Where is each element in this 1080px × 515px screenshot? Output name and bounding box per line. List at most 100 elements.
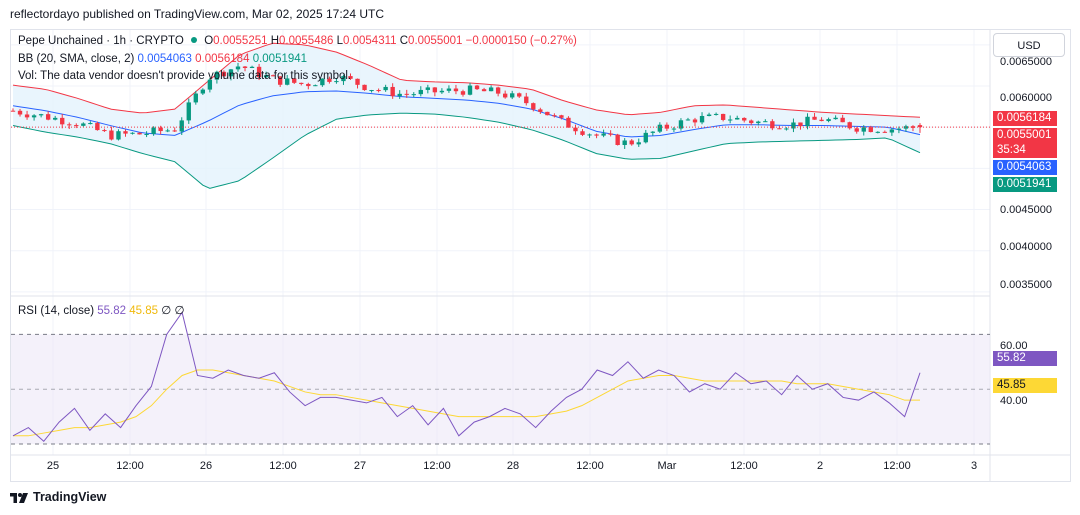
candle-body — [861, 127, 866, 132]
candle-body — [580, 131, 585, 135]
volume-legend[interactable]: Vol: The data vendor doesn't provide vol… — [18, 70, 351, 82]
candle-body — [313, 85, 318, 87]
candle-body — [664, 124, 670, 129]
candle-body — [53, 117, 58, 120]
time-tick: 12:00 — [116, 460, 144, 472]
candle-body — [397, 93, 402, 97]
candle-body — [45, 114, 51, 120]
candle-body — [474, 85, 480, 90]
candle-body — [242, 66, 248, 68]
candle-body — [488, 87, 494, 92]
candle-body — [615, 134, 620, 145]
currency-button[interactable]: USD — [993, 33, 1065, 57]
candle-body — [306, 83, 311, 87]
last-price-tag: 0.0055001 — [993, 128, 1057, 143]
candle-body — [481, 89, 487, 92]
candle-body — [292, 78, 297, 83]
candle-body — [277, 76, 283, 85]
candle-body — [763, 121, 768, 123]
candle-body — [67, 124, 72, 126]
bb-lower-value: 0.0051941 — [252, 53, 308, 65]
bb-legend[interactable]: BB (20, SMA, close, 2) 0.0054063 0.00561… — [18, 53, 307, 65]
ohlc-open-value: 0.0055251 — [213, 35, 268, 47]
candle-body — [123, 131, 128, 134]
candle-body — [172, 130, 177, 132]
rsi-label: RSI (14, close) — [18, 305, 95, 317]
candle-body — [109, 130, 114, 140]
candle-body — [418, 89, 423, 95]
ohlc-open-label: O — [204, 35, 214, 47]
candle-body — [812, 116, 817, 120]
ohlc-close-label: C — [399, 35, 409, 47]
candle-body — [341, 76, 346, 82]
candle-body — [657, 124, 663, 132]
candle-body — [495, 87, 501, 94]
candle-body — [749, 120, 754, 124]
candle-body — [594, 134, 599, 136]
candle-body — [81, 123, 86, 126]
candle-body — [629, 140, 634, 145]
candle-body — [221, 71, 227, 77]
candle-body — [31, 115, 37, 118]
time-tick: 2 — [816, 460, 824, 472]
bb-basis-tag: 0.0054063 — [993, 160, 1057, 175]
candle-body — [735, 117, 740, 120]
candle-body — [432, 87, 438, 93]
candle-body — [130, 132, 135, 134]
ohlc-change: −0.0000150 (−0.27%) — [465, 35, 577, 47]
candle-body — [383, 86, 388, 91]
candle-body — [425, 87, 431, 90]
symbol-legend: Pepe Unchained · 1h · CRYPTO O0.0055251 … — [18, 35, 577, 47]
price-tick: 0.0040000 — [1000, 241, 1052, 253]
candle-body — [285, 78, 290, 85]
time-tick: 28 — [506, 460, 520, 472]
candle-body — [868, 127, 873, 133]
candle-body — [327, 78, 332, 82]
candle-body — [214, 71, 220, 80]
brand-name[interactable]: TradingView — [33, 490, 107, 504]
bb-fill — [13, 43, 920, 189]
candle-body — [158, 127, 163, 132]
candle-body — [720, 113, 726, 120]
bb-basis-line — [12, 90, 921, 138]
candle-body — [727, 119, 733, 121]
price-tick: 0.0045000 — [1000, 204, 1052, 216]
candle-body — [784, 128, 789, 130]
symbol-name[interactable]: Pepe Unchained · 1h · CRYPTO — [18, 35, 184, 47]
candle-body — [334, 81, 339, 83]
candle-body — [38, 114, 44, 116]
candle-body — [643, 132, 648, 143]
candle-body — [235, 66, 241, 70]
candle-body — [875, 131, 880, 133]
candle-body — [917, 125, 923, 128]
candle-body — [249, 66, 255, 68]
candle-body — [390, 86, 395, 97]
candle-body — [573, 127, 578, 132]
rsi-extra-2: ∅ — [174, 305, 185, 317]
candle-body — [510, 93, 515, 98]
candle-body — [566, 117, 571, 128]
rsi-ma-legend-value: 45.85 — [129, 305, 159, 317]
candle-body — [791, 122, 796, 129]
time-tick: 27 — [353, 460, 367, 472]
candle-body — [411, 94, 416, 96]
rsi-legend[interactable]: RSI (14, close) 55.82 45.85 ∅ ∅ — [18, 303, 185, 317]
candle-body — [95, 123, 100, 131]
price-tick: 0.0065000 — [1000, 56, 1052, 68]
candle-body — [608, 133, 613, 135]
candle-body — [840, 117, 845, 123]
bb-lower-tag: 0.0051941 — [993, 177, 1057, 192]
bar-countdown-tag: 35:34 — [993, 143, 1057, 158]
candle-body — [826, 119, 831, 122]
candle-body — [74, 125, 79, 127]
candle-body — [320, 78, 325, 86]
bb-upper-value: 0.0056184 — [195, 53, 250, 65]
candle-body — [263, 75, 269, 78]
time-tick: 3 — [970, 460, 978, 472]
candle-body — [376, 90, 381, 92]
market-status-dot — [190, 37, 197, 43]
rsi-value-tag: 55.82 — [993, 351, 1057, 366]
candle-body — [854, 128, 859, 132]
candle-body — [362, 84, 367, 91]
